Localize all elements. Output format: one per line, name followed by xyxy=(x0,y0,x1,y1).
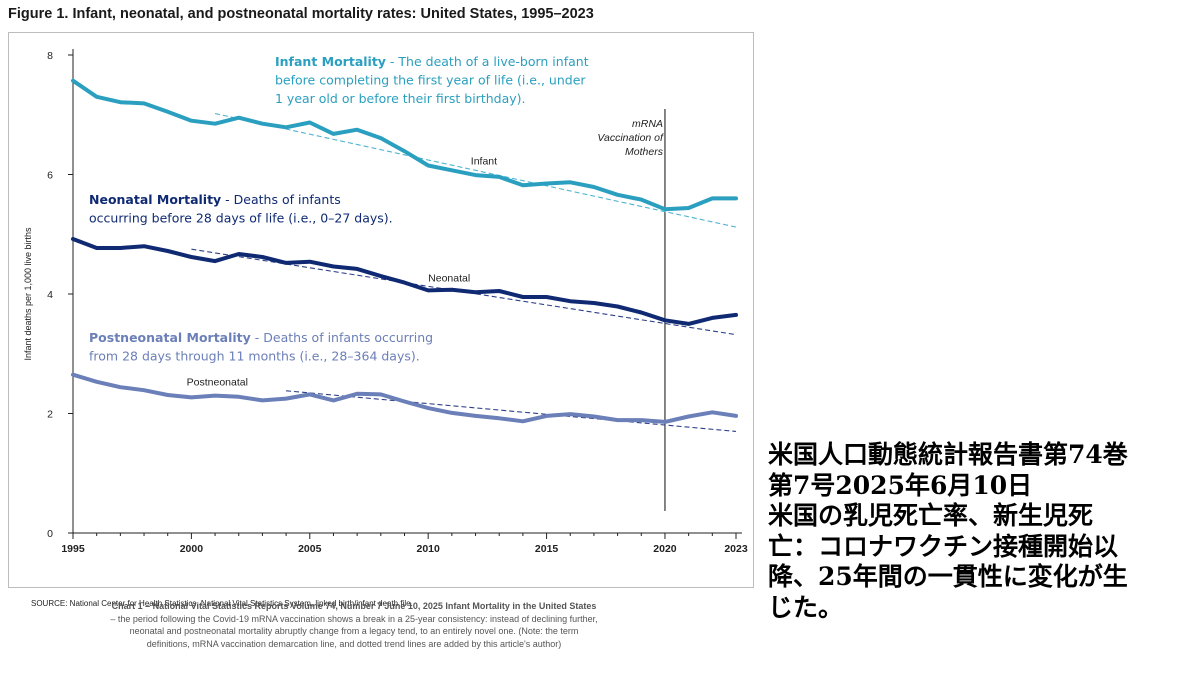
jp-line: 降、25年間の一貫性に変化が生 xyxy=(768,562,1128,591)
chart-text-labels: mRNA Vaccination of Mothers Infant Neonatal P… xyxy=(187,118,664,388)
figure-title: Figure 1. Infant, neonatal, and postneon… xyxy=(8,6,594,22)
annotation-infant-line: before completing the first year of life… xyxy=(275,73,586,88)
series-lines xyxy=(71,78,738,424)
annotation-infant-title: Infant Mortality xyxy=(275,54,386,69)
annotation-postneonatal-line: from 28 days through 11 months (i.e., 28… xyxy=(89,349,420,364)
series-line-neonatal xyxy=(71,237,738,326)
caption-text: – the period following the Covid-19 mRNA… xyxy=(110,613,598,649)
series-line-infant xyxy=(71,78,738,212)
x-tick-label: 2005 xyxy=(298,543,322,555)
annotation-infant-text: - The death of a live-born infant xyxy=(386,54,589,69)
annotation-infant-line: 1 year old or before their first birthda… xyxy=(275,91,526,106)
trend-line-postneonatal xyxy=(286,390,737,432)
y-tick-label: 0 xyxy=(47,528,53,540)
y-axis-title: Infant deaths per 1,000 live births xyxy=(23,227,33,361)
jp-line: 亡：コロナワクチン接種開始以 xyxy=(768,531,1119,561)
trend-line-infant xyxy=(214,113,737,228)
chart-caption: Chart 1 – National Vital Statistics Repo… xyxy=(108,600,600,650)
vaccination-marker-label: mRNA xyxy=(632,118,663,130)
y-tick-label: 4 xyxy=(47,289,53,301)
jp-line: じた。 xyxy=(768,592,844,622)
annotation-neonatal-title: Neonatal Mortality xyxy=(89,192,221,207)
caption-bold: Chart 1 – National Vital Statistics Repo… xyxy=(111,601,597,611)
chart-axes: 0 2 4 6 8 1995 2000 2005 2010 2015 2020 2023 Infant … xyxy=(23,49,748,555)
line-label-infant: Infant xyxy=(471,155,497,167)
line-label-neonatal: Neonatal xyxy=(428,272,470,284)
line-chart: 0 2 4 6 8 1995 2000 2005 2010 2015 2020 2023 Infant … xyxy=(23,49,748,555)
x-tick-label: 2000 xyxy=(180,543,204,555)
x-tick-label: 2015 xyxy=(535,543,559,555)
vaccination-marker-label: Vaccination of xyxy=(597,132,664,144)
vaccination-marker-label: Mothers xyxy=(625,146,664,158)
annotation-postneonatal-text: - Deaths of infants occurring xyxy=(251,330,433,345)
series-line-postneonatal xyxy=(71,372,738,424)
jp-line: 米国の乳児死亡率、新生児死 xyxy=(768,501,1094,530)
jp-line: 米国人口動態統計報告書第74巻 xyxy=(768,440,1128,469)
x-tick-label: 2020 xyxy=(653,543,677,555)
jp-line: 第7号2025年6月10日 xyxy=(768,470,1033,500)
source-note: SOURCE: National Center for Health Stati… xyxy=(31,599,413,608)
annotation-infant-line: Infant Mortality - The death of a live-b… xyxy=(275,54,589,69)
annotation-postneonatal-line: Postneonatal Mortality - Deaths of infan… xyxy=(89,330,433,345)
annotation-neonatal-line: Neonatal Mortality - Deaths of infants xyxy=(89,192,341,207)
y-tick-label: 8 xyxy=(47,50,53,62)
y-tick-label: 2 xyxy=(47,409,53,421)
annotation-neonatal-line: occurring before 28 days of life (i.e., … xyxy=(89,211,393,226)
annotation-postneonatal-title: Postneonatal Mortality xyxy=(89,330,251,345)
line-label-postneonatal: Postneonatal xyxy=(187,376,248,388)
annotation-neonatal-text: - Deaths of infants xyxy=(221,192,341,207)
japanese-summary: 米国人口動態統計報告書第74巻 第7号2025年6月10日 米国の乳児死亡率、新… xyxy=(768,440,1196,623)
x-tick-label: 2010 xyxy=(416,543,440,555)
x-tick-label: 1995 xyxy=(61,543,85,555)
y-tick-label: 6 xyxy=(47,170,53,182)
definition-annotations: Infant Mortality - The death of a live-b… xyxy=(89,54,589,364)
chart-container: 0 2 4 6 8 1995 2000 2005 2010 2015 2020 2023 Infant … xyxy=(8,32,754,608)
x-tick-label: 2023 xyxy=(724,543,748,555)
